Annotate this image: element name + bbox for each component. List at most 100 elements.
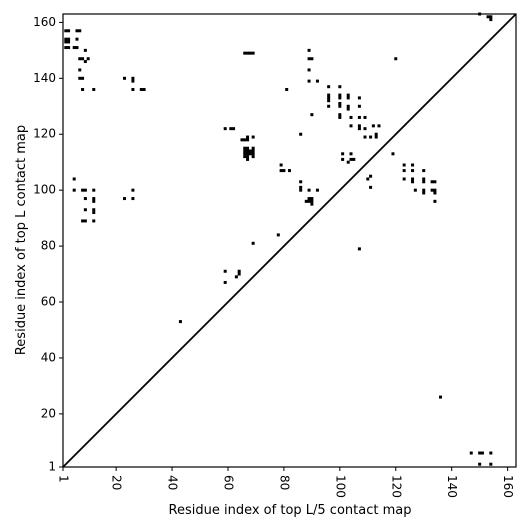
contact-point-upper-45 [246,149,250,153]
contact-point-lower-4 [489,451,493,455]
contact-point-upper-41 [243,146,247,150]
contact-point-upper-43 [251,146,255,150]
contact-point-upper-137 [430,188,434,192]
contact-point-upper-159 [276,233,280,237]
x-tick-label-7: 140 [445,475,459,498]
contact-point-upper-131 [422,180,426,184]
contact-point-upper-147 [92,197,96,201]
contact-point-upper-117 [346,160,350,164]
contact-point-upper-151 [92,211,96,215]
contact-point-upper-55 [246,157,250,161]
contact-point-upper-164 [237,272,241,276]
contact-point-upper-163 [234,275,238,279]
contact-point-upper-48 [243,152,247,156]
contact-point-upper-21 [81,88,85,91]
contact-point-upper-12 [75,46,79,50]
contact-point-upper-52 [243,155,247,159]
plot-frame [62,13,517,468]
contact-point-upper-149 [83,208,87,212]
y-tick-label-0: 1 [48,460,56,474]
contact-point-upper-109 [307,199,311,203]
contact-point-upper-138 [433,188,437,192]
contact-point-lower-1 [469,451,473,455]
contact-point-upper-92 [371,124,375,128]
contact-point-upper-152 [81,219,85,223]
contact-point-upper-142 [72,188,76,192]
contact-point-upper-156 [131,188,135,192]
points-layer [64,12,493,466]
contact-point-upper-63 [315,79,319,83]
contact-point-upper-62 [307,79,311,83]
contact-point-upper-17 [83,60,87,64]
x-tick-label-8: 160 [501,475,515,498]
contact-point-upper-129 [422,169,426,173]
contact-point-upper-75 [338,113,342,117]
contact-point-upper-9 [64,46,68,50]
contact-point-upper-101 [288,169,291,173]
contact-point-upper-11 [72,46,76,50]
contact-point-upper-115 [349,152,353,156]
contact-point-upper-0 [64,29,68,33]
contact-point-upper-16 [86,57,90,61]
contact-point-upper-18 [78,68,82,72]
contact-point-upper-68 [327,99,331,103]
contact-point-upper-114 [341,157,345,161]
contact-point-upper-96 [394,57,398,61]
contact-point-upper-126 [402,177,406,181]
contact-point-upper-104 [299,188,303,192]
contact-point-upper-65 [327,85,331,89]
contact-point-upper-5 [67,37,71,41]
contact-point-upper-160 [357,247,361,251]
contact-point-upper-102 [299,180,303,184]
contact-point-upper-61 [307,68,311,72]
contact-point-upper-97 [391,152,395,156]
contact-point-upper-158 [251,241,255,245]
y-tick-label-2: 40 [41,350,56,364]
contact-point-upper-145 [92,188,96,192]
contact-point-upper-35 [251,51,255,55]
contact-point-upper-72 [338,96,342,100]
y-tick-label-5: 100 [33,183,56,197]
contact-point-upper-42 [246,146,250,150]
contact-point-upper-91 [369,135,373,139]
contact-point-upper-66 [327,93,331,97]
x-tick-label-3: 60 [221,475,235,490]
contact-point-upper-33 [246,51,250,55]
y-tick-label-3: 60 [41,295,56,309]
contact-point-upper-26 [131,88,135,91]
diagonal-line [62,13,517,468]
x-tick-label-0: 1 [57,475,71,483]
contact-point-upper-134 [413,188,417,192]
contact-point-upper-90 [363,135,367,139]
contact-point-upper-28 [142,88,146,91]
contact-point-upper-83 [357,96,361,100]
contact-point-upper-38 [246,138,250,142]
contact-point-upper-140 [433,199,437,203]
y-tick-label-8: 160 [33,15,56,29]
contact-point-upper-154 [92,219,96,223]
contact-point-upper-31 [232,127,236,131]
contact-point-upper-67 [327,96,331,100]
contact-point-upper-100 [282,169,286,173]
contact-point-upper-74 [338,104,342,108]
contact-point-upper-148 [92,199,96,203]
contact-point-upper-141 [72,177,76,181]
contact-point-upper-170 [489,18,493,22]
contact-point-upper-6 [75,37,79,41]
contact-point-upper-169 [489,15,493,19]
contact-point-upper-93 [374,132,378,136]
contact-point-upper-77 [346,93,350,97]
contact-point-upper-76 [338,115,342,119]
contact-point-upper-133 [422,191,426,195]
x-tick-label-6: 120 [389,475,403,498]
contact-point-upper-20 [81,76,85,80]
contact-point-upper-47 [251,149,255,153]
contact-point-upper-99 [279,169,283,173]
contact-point-upper-37 [243,138,247,142]
x-axis-label: Residue index of top L/5 contact map [169,503,412,518]
contact-point-upper-73 [338,101,342,105]
contact-point-upper-89 [363,127,367,131]
contact-point-upper-113 [341,152,345,156]
contact-point-upper-128 [411,180,415,184]
